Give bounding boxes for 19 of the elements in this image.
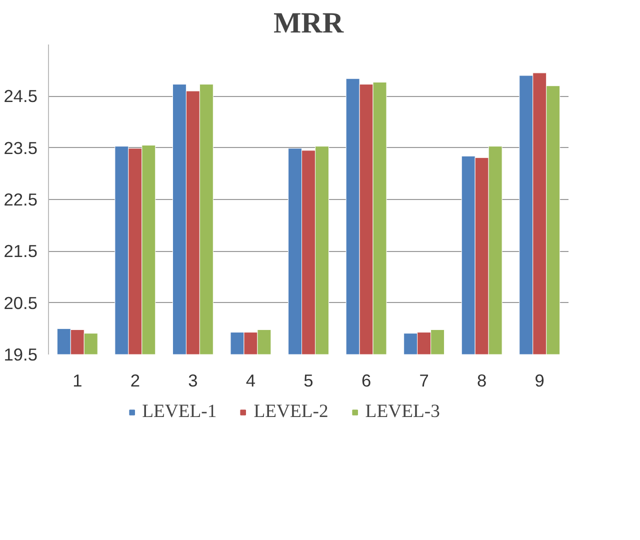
y-tick-label: 22.5 [4,190,38,210]
x-tick-label: 4 [246,370,256,390]
chart-title: MRR [273,8,344,40]
x-tick-label: 2 [130,370,140,390]
legend-label: LEVEL-3 [365,401,440,423]
x-tick-label: 7 [419,370,429,390]
y-tick-label: 24.5 [4,86,38,106]
x-tick-label: 3 [188,370,198,390]
y-tick-label: 21.5 [4,241,38,262]
y-tick-label: 19.5 [4,344,38,364]
x-tick-label: 8 [477,370,487,390]
x-tick-label: 1 [72,370,82,390]
legend-label: LEVEL-2 [254,401,328,423]
x-tick-label: 5 [304,370,314,390]
x-tick-label: 6 [361,370,372,390]
y-tick-label: 23.5 [4,138,38,158]
legend-label: LEVEL-1 [142,401,217,423]
x-tick-label: 9 [534,370,544,390]
y-tick-label: 20.5 [4,292,38,313]
